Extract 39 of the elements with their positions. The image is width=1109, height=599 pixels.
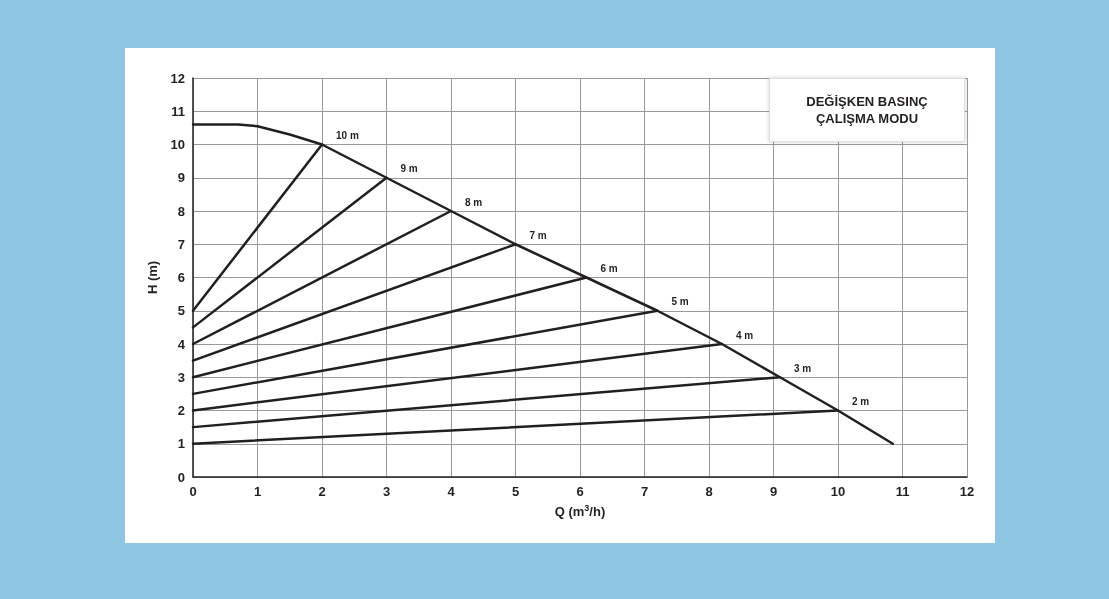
y-tick-label: 12 bbox=[170, 70, 185, 86]
y-tick-label: 10 bbox=[170, 137, 185, 152]
series-label: 4 m bbox=[735, 329, 754, 341]
series-label: 5 m bbox=[671, 296, 689, 308]
y-tick-label: 6 bbox=[177, 270, 185, 285]
y-axis-title: H (m) bbox=[145, 260, 160, 295]
series-label: 6 m bbox=[600, 263, 618, 274]
y-tick-label: 5 bbox=[177, 303, 185, 319]
x-tick-label: 5 bbox=[511, 484, 520, 499]
y-tick-label: 7 bbox=[177, 236, 185, 252]
x-tick-label: 3 bbox=[382, 484, 391, 499]
y-tick-label: 1 bbox=[177, 436, 185, 452]
y-tick-label: 0 bbox=[177, 469, 185, 485]
y-tick-label: 11 bbox=[171, 103, 185, 119]
x-tick-label: 10 bbox=[830, 484, 846, 499]
series-label: 9 m bbox=[400, 163, 418, 175]
text-box: DEĞİŞKEN BASINÇ ÇALIŞMA MODU bbox=[769, 78, 965, 142]
x-tick-label: 1 bbox=[253, 484, 262, 499]
x-tick-label: 6 bbox=[576, 484, 584, 499]
annotation: DEĞİŞKEN BASINÇ bbox=[805, 93, 929, 110]
y-tick-label: 3 bbox=[177, 369, 185, 385]
series-label: 2 m bbox=[852, 396, 870, 407]
annotation: ÇALIŞMA MODU bbox=[814, 110, 920, 127]
series-label: 3 m bbox=[793, 362, 812, 374]
series-label: 10 m bbox=[336, 130, 359, 141]
x-tick-label: 11 bbox=[895, 484, 910, 499]
x-tick-label: 7 bbox=[640, 484, 649, 499]
x-tick-label: 0 bbox=[189, 484, 197, 499]
x-tick-label: 12 bbox=[959, 484, 975, 499]
y-tick-label: 4 bbox=[177, 336, 186, 352]
x-tick-label: 9 bbox=[769, 484, 778, 499]
x-tick-label: 2 bbox=[318, 484, 326, 499]
series-label: 8 m bbox=[465, 196, 483, 208]
y-tick-label: 2 bbox=[177, 403, 185, 418]
series-label: 7 m bbox=[529, 229, 547, 241]
y-tick-label: 8 bbox=[177, 203, 185, 219]
x-tick-label: 8 bbox=[705, 484, 713, 499]
y-tick-label: 9 bbox=[177, 170, 185, 186]
x-tick-label: 4 bbox=[447, 484, 456, 499]
